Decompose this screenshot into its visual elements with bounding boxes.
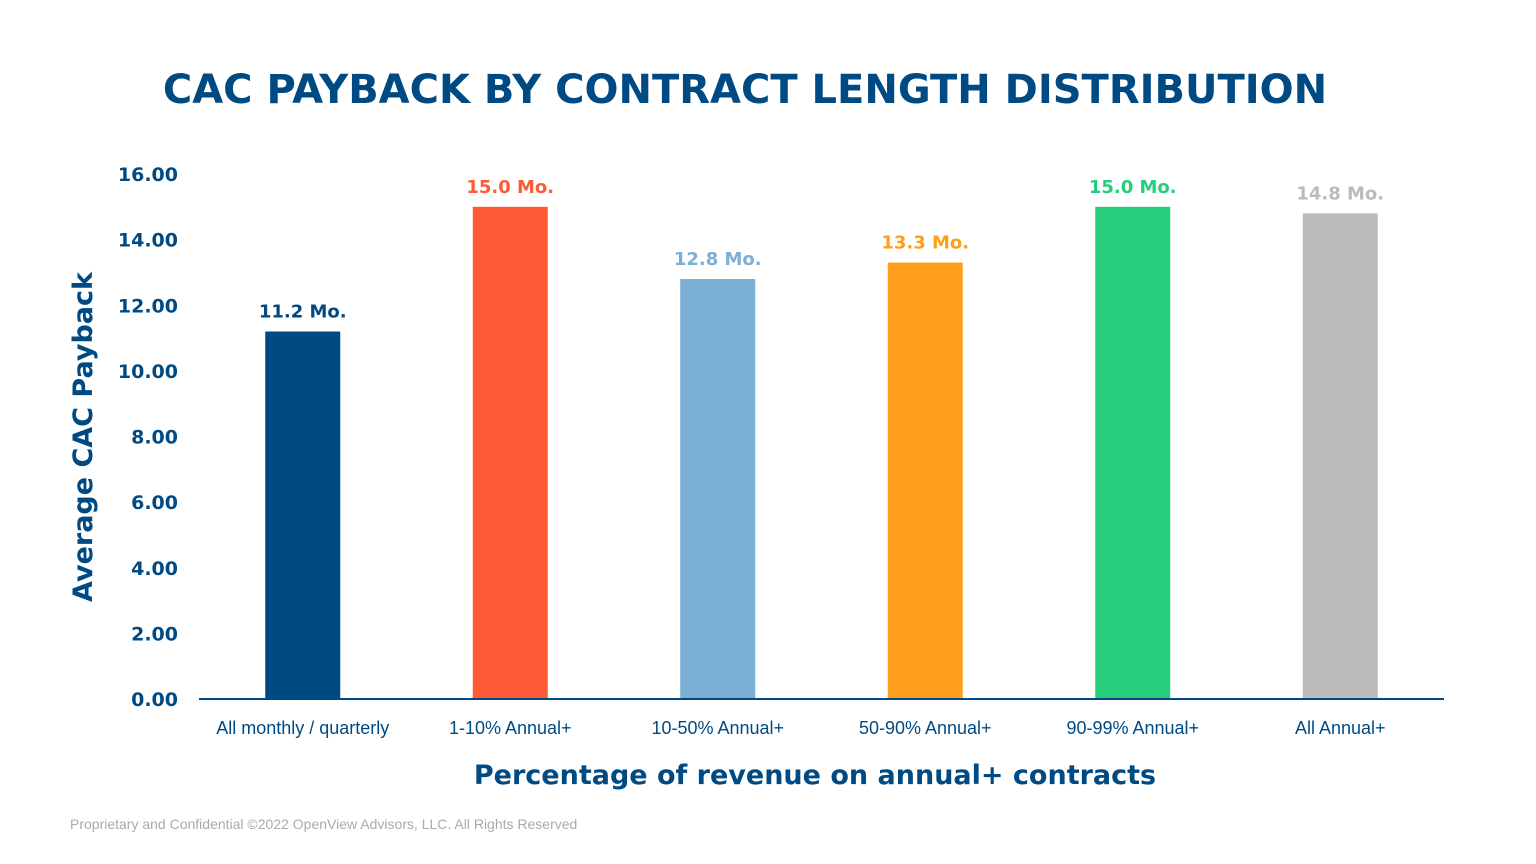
bar <box>680 279 756 699</box>
bar <box>472 206 548 699</box>
y-tick-label: 10.00 <box>118 361 178 383</box>
x-tick-label: All monthly / quarterly <box>216 718 389 738</box>
y-tick-label: 0.00 <box>131 689 178 711</box>
y-tick-label: 8.00 <box>131 427 178 449</box>
footer-copyright: Proprietary and Confidential ©2022 OpenV… <box>70 816 577 832</box>
x-tick-label: 1-10% Annual+ <box>449 718 572 738</box>
bar <box>265 331 341 699</box>
data-label: 12.8 Mo. <box>674 249 762 270</box>
y-tick-label: 2.00 <box>131 623 178 645</box>
bar <box>887 262 963 699</box>
x-axis-label: Percentage of revenue on annual+ contrac… <box>474 760 1156 791</box>
x-tick-label: 90-99% Annual+ <box>1066 718 1199 738</box>
y-tick-label: 16.00 <box>118 164 178 186</box>
y-tick-label: 12.00 <box>118 295 178 317</box>
x-tick-label: 50-90% Annual+ <box>859 718 992 738</box>
bar <box>1095 206 1171 699</box>
data-label: 15.0 Mo. <box>466 177 554 198</box>
y-tick-label: 14.00 <box>118 230 178 252</box>
data-label: 11.2 Mo. <box>259 302 347 323</box>
y-tick-label: 6.00 <box>131 492 178 514</box>
y-axis-label: Average CAC Payback <box>68 271 99 602</box>
bar <box>1302 213 1378 699</box>
x-tick-label: All Annual+ <box>1295 718 1386 738</box>
x-tick-label: 10-50% Annual+ <box>651 718 784 738</box>
data-label: 14.8 Mo. <box>1296 183 1384 204</box>
y-tick-label: 4.00 <box>131 558 178 580</box>
data-label: 13.3 Mo. <box>881 233 969 254</box>
chart-title: CAC PAYBACK BY CONTRACT LENGTH DISTRIBUT… <box>163 67 1327 113</box>
data-label: 15.0 Mo. <box>1089 177 1177 198</box>
